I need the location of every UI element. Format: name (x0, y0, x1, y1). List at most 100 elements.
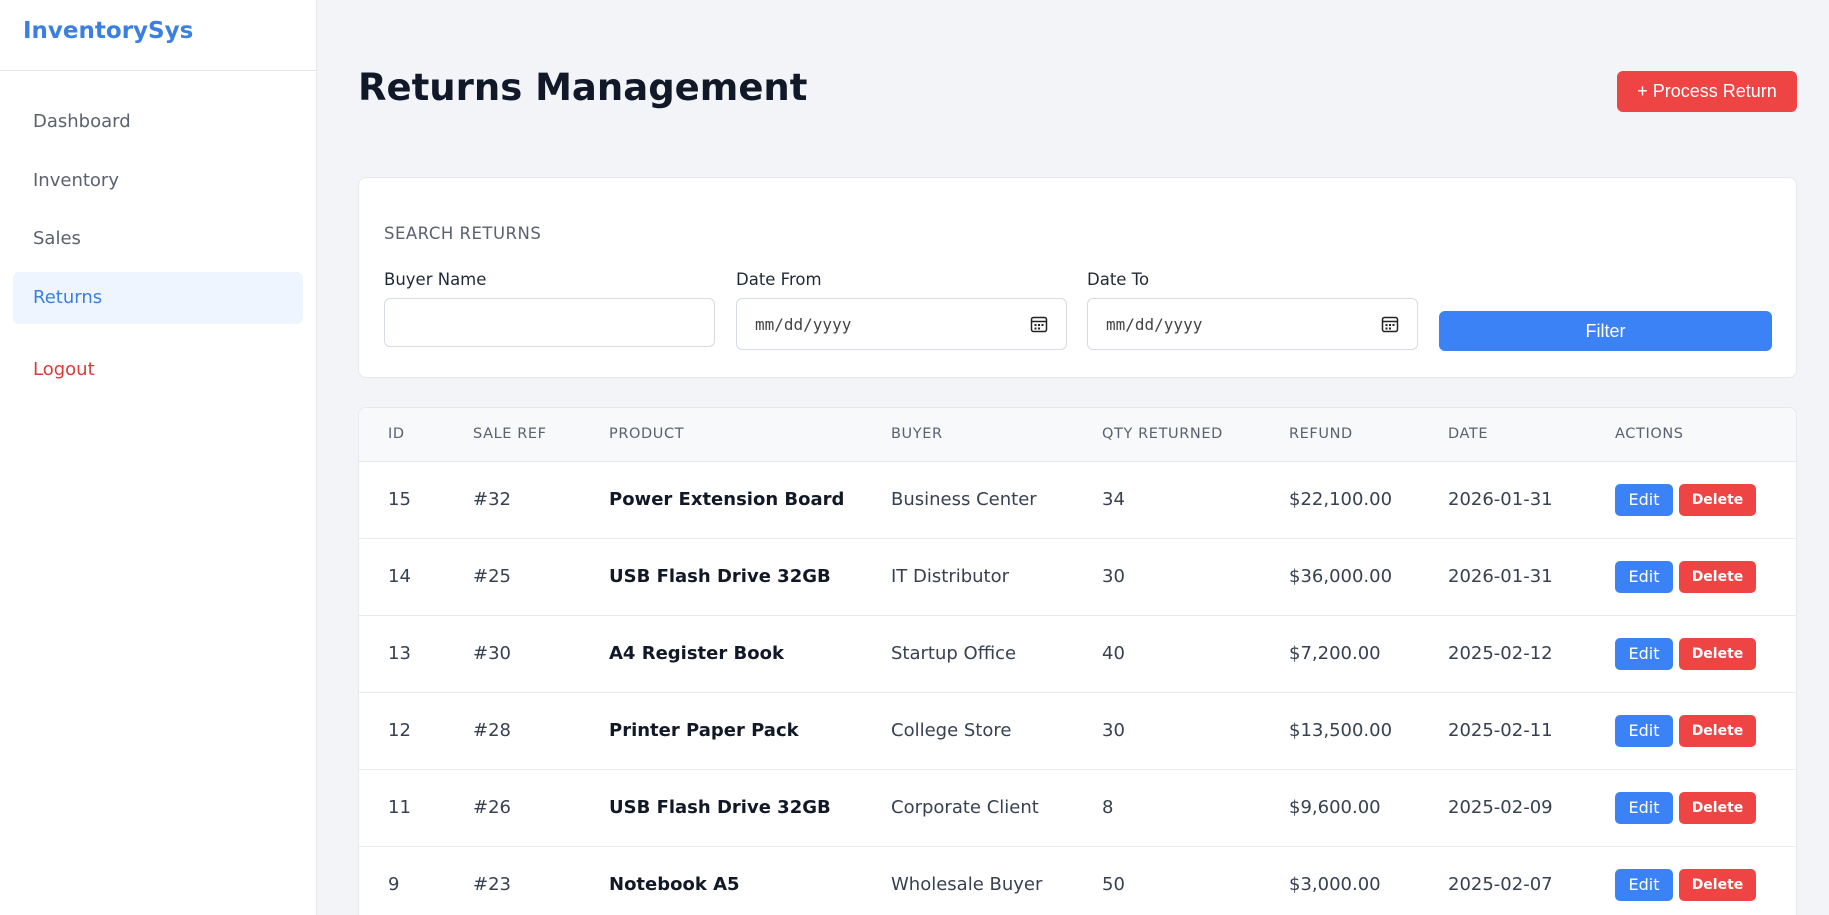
sidebar-item-sales[interactable]: Sales (33, 228, 81, 249)
column-header-actions: ACTIONS (1586, 408, 1796, 462)
column-header-buyer: BUYER (862, 408, 1073, 462)
delete-button[interactable]: Delete (1679, 791, 1756, 824)
search-title: SEARCH RETURNS (384, 224, 542, 243)
sidebar: InventorySys Dashboard Inventory Sales R… (0, 0, 317, 915)
cell-refund: $9,600.00 (1289, 797, 1381, 818)
cell-qty: 50 (1102, 874, 1125, 895)
date-to-input[interactable]: mm/dd/yyyy (1087, 298, 1418, 350)
cell-product: USB Flash Drive 32GB (609, 566, 831, 587)
cell-sale-ref: #25 (473, 566, 511, 587)
date-from-field: Date From mm/dd/yyyy (736, 270, 1067, 350)
buyer-name-label: Buyer Name (384, 270, 487, 289)
cell-product: A4 Register Book (609, 643, 784, 664)
cell-buyer: IT Distributor (891, 566, 1010, 587)
cell-actions: Edit Delete (1586, 846, 1796, 915)
cell-qty: 40 (1102, 643, 1125, 664)
cell-date: 2025-02-11 (1448, 720, 1553, 741)
date-from-label: Date From (736, 270, 822, 289)
returns-table: ID SALE REF PRODUCT BUYER QTY RETURNED R… (359, 408, 1796, 915)
table-row: 14 #25 USB Flash Drive 32GB IT Distribut… (359, 538, 1796, 615)
column-header-id: ID (359, 408, 444, 462)
date-from-input[interactable]: mm/dd/yyyy (736, 298, 1067, 350)
returns-table-card: ID SALE REF PRODUCT BUYER QTY RETURNED R… (358, 407, 1797, 915)
cell-date: 2025-02-12 (1448, 643, 1553, 664)
brand-logo[interactable]: InventorySys (0, 0, 316, 71)
search-panel: SEARCH RETURNS Buyer Name Date From mm/d… (358, 177, 1797, 378)
date-to-field: Date To mm/dd/yyyy (1087, 270, 1418, 350)
cell-id: 11 (388, 797, 411, 818)
cell-product: Notebook A5 (609, 874, 740, 895)
cell-id: 14 (388, 566, 411, 587)
calendar-icon[interactable] (1381, 315, 1399, 333)
delete-button[interactable]: Delete (1679, 868, 1756, 901)
page-title: Returns Management (358, 66, 808, 109)
cell-sale-ref: #30 (473, 643, 511, 664)
main-content: Returns Management + Process Return SEAR… (317, 0, 1829, 915)
buyer-name-field: Buyer Name (384, 270, 715, 347)
cell-actions: Edit Delete (1586, 692, 1796, 769)
cell-qty: 30 (1102, 566, 1125, 587)
sidebar-item-inventory[interactable]: Inventory (33, 169, 119, 191)
calendar-icon[interactable] (1030, 315, 1048, 333)
cell-sale-ref: #32 (473, 489, 511, 510)
process-return-button[interactable]: + Process Return (1617, 71, 1797, 112)
table-row: 15 #32 Power Extension Board Business Ce… (359, 461, 1796, 538)
cell-buyer: Business Center (891, 489, 1037, 510)
cell-product: Printer Paper Pack (609, 720, 799, 741)
cell-actions: Edit Delete (1586, 769, 1796, 846)
cell-buyer: Wholesale Buyer (891, 874, 1043, 895)
cell-date: 2026-01-31 (1448, 489, 1553, 510)
delete-button[interactable]: Delete (1679, 714, 1756, 747)
cell-id: 9 (388, 874, 400, 895)
cell-id: 15 (388, 489, 411, 510)
sidebar-item-logout[interactable]: Logout (33, 358, 95, 380)
cell-refund: $3,000.00 (1289, 874, 1381, 895)
cell-date: 2025-02-09 (1448, 797, 1553, 818)
delete-button[interactable]: Delete (1679, 637, 1756, 670)
cell-sale-ref: #23 (473, 874, 511, 895)
cell-refund: $22,100.00 (1289, 489, 1393, 510)
cell-refund: $7,200.00 (1289, 643, 1381, 664)
delete-button[interactable]: Delete (1679, 483, 1756, 516)
column-header-date: DATE (1419, 408, 1586, 462)
cell-refund: $36,000.00 (1289, 566, 1393, 587)
cell-buyer: College Store (891, 720, 1012, 741)
cell-id: 12 (388, 720, 411, 741)
edit-button[interactable]: Edit (1615, 714, 1673, 747)
filter-button[interactable]: Filter (1439, 311, 1772, 351)
column-header-sale-ref: SALE REF (444, 408, 580, 462)
cell-product: Power Extension Board (609, 489, 845, 510)
edit-button[interactable]: Edit (1615, 791, 1673, 824)
cell-qty: 34 (1102, 489, 1125, 510)
column-header-qty-returned: QTY RETURNED (1073, 408, 1260, 462)
sidebar-nav: Dashboard Inventory Sales Returns Logout (0, 71, 316, 396)
cell-id: 13 (388, 643, 411, 664)
edit-button[interactable]: Edit (1615, 868, 1673, 901)
cell-sale-ref: #28 (473, 720, 511, 741)
column-header-product: PRODUCT (580, 408, 862, 462)
column-header-refund: REFUND (1260, 408, 1419, 462)
cell-buyer: Corporate Client (891, 797, 1039, 818)
delete-button[interactable]: Delete (1679, 560, 1756, 593)
table-header-row: ID SALE REF PRODUCT BUYER QTY RETURNED R… (359, 408, 1796, 462)
date-from-placeholder: mm/dd/yyyy (755, 314, 852, 334)
sidebar-item-dashboard[interactable]: Dashboard (33, 111, 131, 132)
cell-actions: Edit Delete (1586, 461, 1796, 538)
table-row: 9 #23 Notebook A5 Wholesale Buyer 50 $3,… (359, 846, 1796, 915)
buyer-name-input[interactable] (384, 298, 715, 347)
cell-product: USB Flash Drive 32GB (609, 797, 831, 818)
table-row: 13 #30 A4 Register Book Startup Office 4… (359, 615, 1796, 692)
cell-refund: $13,500.00 (1289, 720, 1393, 741)
edit-button[interactable]: Edit (1615, 637, 1673, 670)
cell-buyer: Startup Office (891, 643, 1017, 664)
table-row: 12 #28 Printer Paper Pack College Store … (359, 692, 1796, 769)
cell-sale-ref: #26 (473, 797, 511, 818)
cell-actions: Edit Delete (1586, 538, 1796, 615)
cell-date: 2025-02-07 (1448, 874, 1553, 895)
edit-button[interactable]: Edit (1615, 483, 1673, 516)
edit-button[interactable]: Edit (1615, 560, 1673, 593)
sidebar-item-returns[interactable]: Returns (13, 271, 303, 324)
date-to-label: Date To (1087, 270, 1150, 289)
cell-qty: 8 (1102, 797, 1114, 818)
